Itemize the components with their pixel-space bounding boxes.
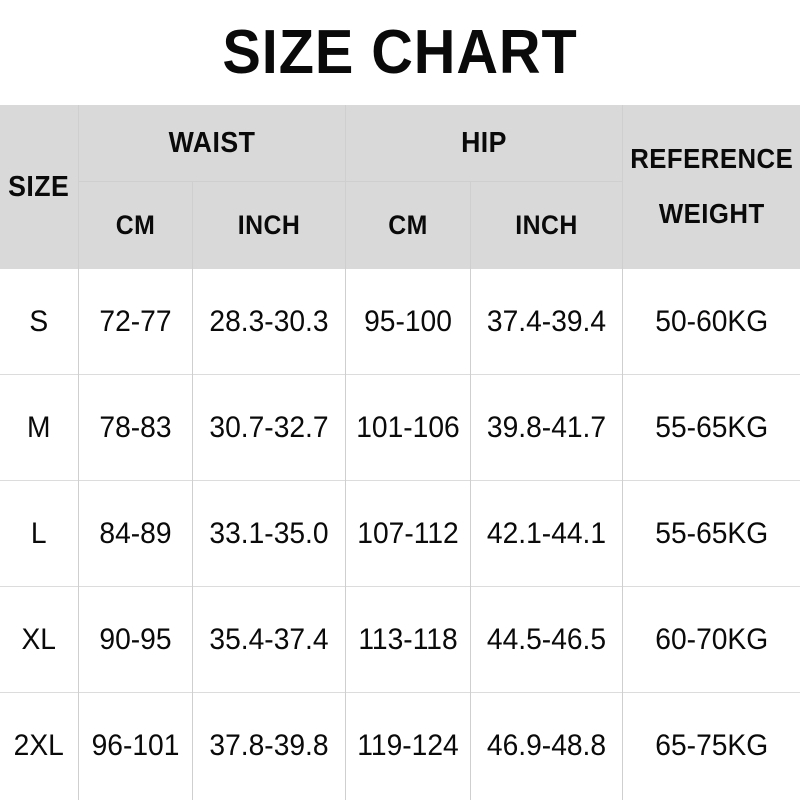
page-title-text: SIZE CHART [222,17,578,87]
cell-hip-cm-value: 119-124 [356,728,459,762]
cell-hip-cm: 119-124 [345,692,471,798]
cell-size: M [0,374,79,481]
cell-waist-inch-value: 33.1-35.0 [208,516,329,550]
header-cell-waist-group: WAIST [78,105,346,182]
header-label-hip-cm: CM [387,210,428,240]
cell-waist-cm-value: 96-101 [91,728,179,762]
header-label-waist-cm: CM [115,210,155,240]
cell-waist-inch: 28.3-30.3 [192,269,346,375]
header-cell-waist-cm: CM [78,181,193,269]
cell-hip-inch: 37.4-39.4 [470,269,623,375]
cell-reference-weight: 55-65KG [622,480,800,587]
header-cell-hip-cm: CM [345,181,471,269]
table-row: XL 90-95 35.4-37.4 113-118 44.5-46.5 60-… [0,586,800,693]
cell-waist-cm: 96-101 [78,692,193,798]
cell-waist-inch: 37.8-39.8 [192,692,346,798]
cell-hip-inch-value: 37.4-39.4 [486,304,606,338]
cell-hip-inch: 44.5-46.5 [470,586,623,693]
cell-reference-weight-value: 65-75KG [654,728,768,762]
header-cell-size: SIZE [0,105,79,269]
cell-waist-cm: 84-89 [78,480,193,587]
table-body: S 72-77 28.3-30.3 95-100 37.4-39.4 50-60… [0,269,800,798]
cell-reference-weight-value: 55-65KG [654,516,768,550]
cell-reference-weight: 60-70KG [622,586,800,693]
header-cell-hip-group: HIP [345,105,623,182]
cell-waist-cm-value: 72-77 [98,304,172,338]
cell-size: S [0,269,79,375]
cell-hip-cm-value: 107-112 [356,516,459,550]
cell-waist-cm: 90-95 [78,586,193,693]
cell-reference-weight-value: 50-60KG [654,304,768,338]
cell-hip-cm-value: 95-100 [363,304,452,338]
cell-size-value: L [30,516,47,550]
cell-hip-cm: 107-112 [345,480,471,587]
cell-hip-cm: 101-106 [345,374,471,481]
cell-size-value: 2XL [13,728,64,762]
cell-size-value: M [27,410,51,444]
header-cell-waist-inch: INCH [192,181,346,269]
table-bottom-column-rules [0,798,800,800]
table-row: S 72-77 28.3-30.3 95-100 37.4-39.4 50-60… [0,269,800,375]
page-title: SIZE CHART [0,0,800,105]
cell-waist-inch-value: 28.3-30.3 [208,304,329,338]
cell-hip-inch: 46.9-48.8 [470,692,623,798]
cell-hip-inch-value: 46.9-48.8 [486,728,606,762]
cell-size: 2XL [0,692,79,798]
cell-waist-cm: 78-83 [78,374,193,481]
cell-hip-cm: 113-118 [345,586,471,693]
cell-hip-inch: 39.8-41.7 [470,374,623,481]
header-label-hip-inch: INCH [514,210,578,240]
cell-reference-weight: 55-65KG [622,374,800,481]
header-label-reference: REFERENCE [629,143,793,175]
cell-waist-cm-value: 84-89 [98,516,172,550]
cell-waist-inch: 35.4-37.4 [192,586,346,693]
cell-size-value: XL [21,622,56,656]
cell-waist-inch-value: 35.4-37.4 [208,622,329,656]
cell-hip-cm: 95-100 [345,269,471,375]
header-label-waist-inch: INCH [237,210,300,240]
header-row-groups: SIZE WAIST HIP REFERENCE WEIGHT [0,105,800,269]
table-row: 2XL 96-101 37.8-39.8 119-124 46.9-48.8 6… [0,692,800,798]
header-label-hip: HIP [460,126,507,159]
cell-waist-cm-value: 90-95 [98,622,172,656]
cell-waist-cm-value: 78-83 [98,410,172,444]
cell-hip-inch-value: 44.5-46.5 [486,622,606,656]
cell-waist-inch-value: 30.7-32.7 [208,410,329,444]
size-chart-table: SIZE WAIST HIP REFERENCE WEIGHT CM I [0,105,800,798]
cell-hip-inch-value: 39.8-41.7 [486,410,606,444]
table-header: SIZE WAIST HIP REFERENCE WEIGHT CM I [0,105,800,269]
cell-waist-inch: 33.1-35.0 [192,480,346,587]
cell-reference-weight: 50-60KG [622,269,800,375]
table-row: L 84-89 33.1-35.0 107-112 42.1-44.1 55-6… [0,480,800,587]
header-label-weight: WEIGHT [658,198,765,229]
cell-waist-inch-value: 37.8-39.8 [208,728,329,762]
cell-waist-inch: 30.7-32.7 [192,374,346,481]
header-row-units: CM INCH CM INCH [0,181,800,269]
cell-hip-inch-value: 42.1-44.1 [486,516,606,550]
cell-reference-weight-value: 55-65KG [654,410,768,444]
table-row: M 78-83 30.7-32.7 101-106 39.8-41.7 55-6… [0,374,800,481]
cell-hip-cm-value: 101-106 [355,410,460,444]
header-cell-hip-inch: INCH [470,181,623,269]
header-label-size: SIZE [8,170,70,203]
cell-waist-cm: 72-77 [78,269,193,375]
cell-size-value: S [29,304,49,338]
cell-reference-weight-value: 60-70KG [654,622,768,656]
header-cell-reference-weight: REFERENCE WEIGHT [622,105,800,269]
cell-size: XL [0,586,79,693]
cell-reference-weight: 65-75KG [622,692,800,798]
cell-size: L [0,480,79,587]
cell-hip-inch: 42.1-44.1 [470,480,623,587]
header-label-waist: WAIST [168,126,255,159]
cell-hip-cm-value: 113-118 [357,622,458,656]
